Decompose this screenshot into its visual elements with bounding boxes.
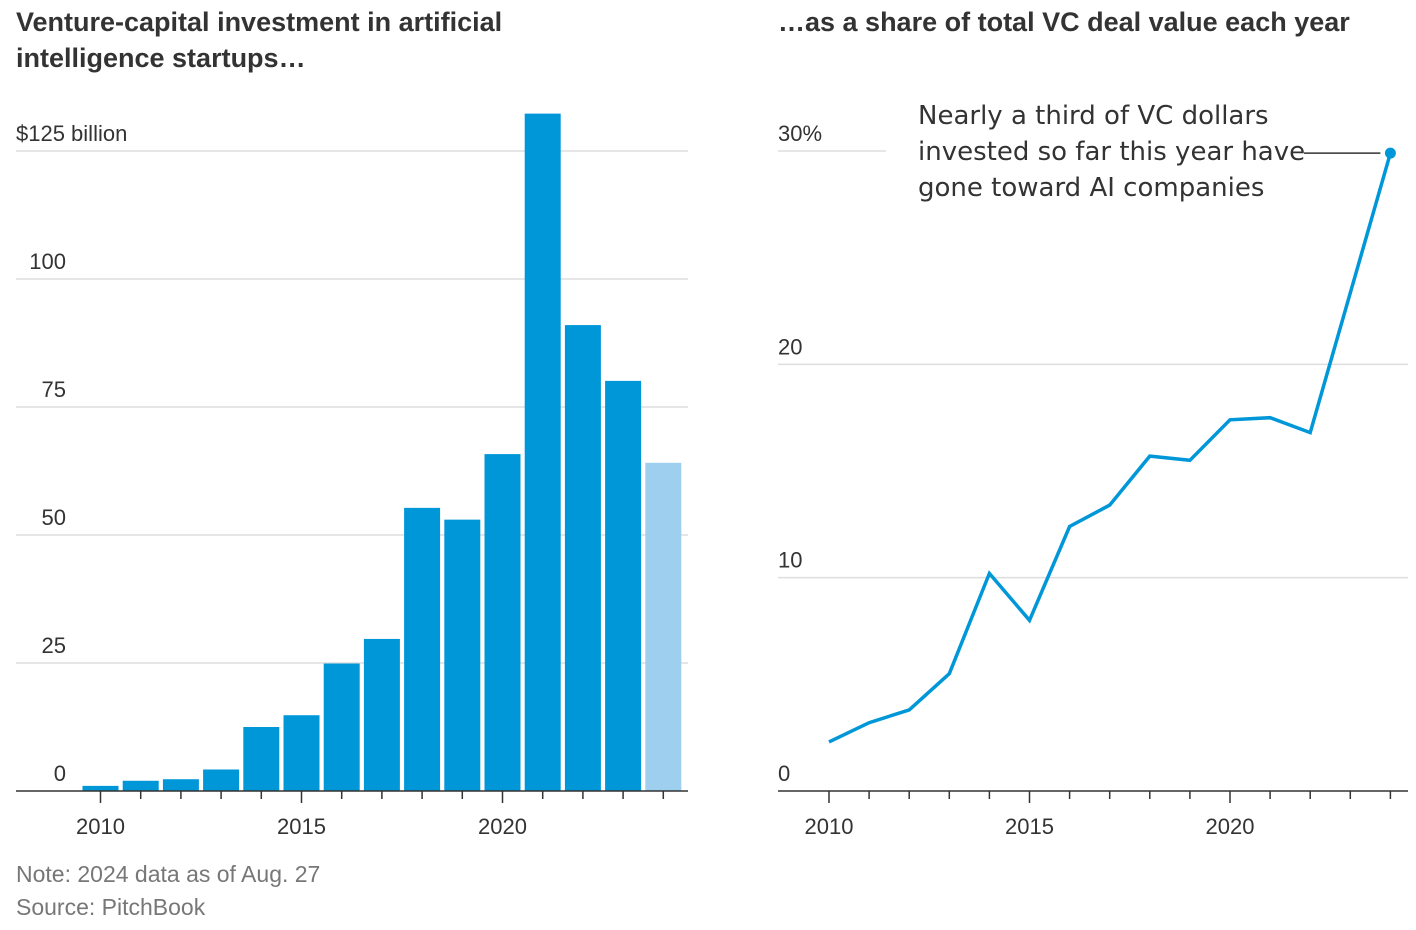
bar-2023 (605, 380, 642, 791)
bar-2011 (122, 780, 159, 791)
bar-2022 (564, 325, 601, 791)
bar-2017 (363, 638, 400, 791)
right-annotation: Nearly a third of VC dollars invested so … (918, 101, 1381, 203)
left-x-tick-label: 2015 (277, 814, 326, 839)
right-series (828, 147, 1396, 744)
right-x-tick-label: 2020 (1206, 814, 1255, 839)
left-x-tick-label: 2010 (76, 814, 125, 839)
left-y-tick-label: 0 (54, 761, 66, 786)
left-y-tick-label: $125 billion (16, 121, 127, 146)
bar-2012 (162, 779, 199, 791)
right-gridlines (778, 150, 1408, 579)
annotation-line: invested so far this year have (918, 137, 1305, 167)
bar-2024 (645, 462, 682, 791)
bar-2021 (524, 113, 561, 791)
left-axis (16, 790, 688, 803)
left-chart-title: Venture-capital investment in artificial… (16, 7, 503, 73)
left-x-tick-labels: 2010 2015 2020 (76, 814, 527, 839)
bar-2010 (82, 785, 119, 791)
bar-2013 (203, 769, 240, 791)
right-y-tick-label: 0 (778, 761, 790, 786)
left-y-tick-labels: 0 25 50 75 100 $125 billion (16, 121, 127, 786)
annotation-line: gone toward AI companies (918, 173, 1264, 203)
bar-2014 (243, 727, 280, 791)
right-y-tick-label: 20 (778, 334, 802, 359)
annotation-line: Nearly a third of VC dollars (918, 101, 1269, 131)
right-y-tick-label: 30% (778, 121, 822, 146)
right-chart-title: …as a share of total VC deal value each … (778, 7, 1350, 37)
left-y-tick-label: 25 (42, 633, 66, 658)
bar-2016 (323, 663, 360, 791)
right-y-tick-label: 10 (778, 548, 802, 573)
left-y-tick-label: 50 (42, 505, 66, 530)
chart-note: Note: 2024 data as of Aug. 27 (16, 861, 321, 887)
bar-2018 (404, 507, 441, 791)
share-line (828, 152, 1393, 744)
left-y-tick-label: 100 (29, 249, 66, 274)
right-x-tick-label: 2010 (805, 814, 854, 839)
left-x-tick-label: 2020 (478, 814, 527, 839)
bar-2015 (283, 715, 320, 791)
right-x-tick-labels: 2010 2015 2020 (805, 814, 1255, 839)
right-axis (778, 790, 1408, 803)
left-y-tick-label: 75 (42, 377, 66, 402)
point-2024 (1384, 147, 1396, 159)
bar-2020 (484, 454, 521, 791)
left-bars (82, 113, 682, 791)
chart-source: Source: PitchBook (16, 894, 206, 920)
right-x-tick-label: 2015 (1005, 814, 1054, 839)
right-y-tick-labels: 0 10 20 30% (778, 121, 822, 786)
bar-2019 (444, 519, 481, 791)
